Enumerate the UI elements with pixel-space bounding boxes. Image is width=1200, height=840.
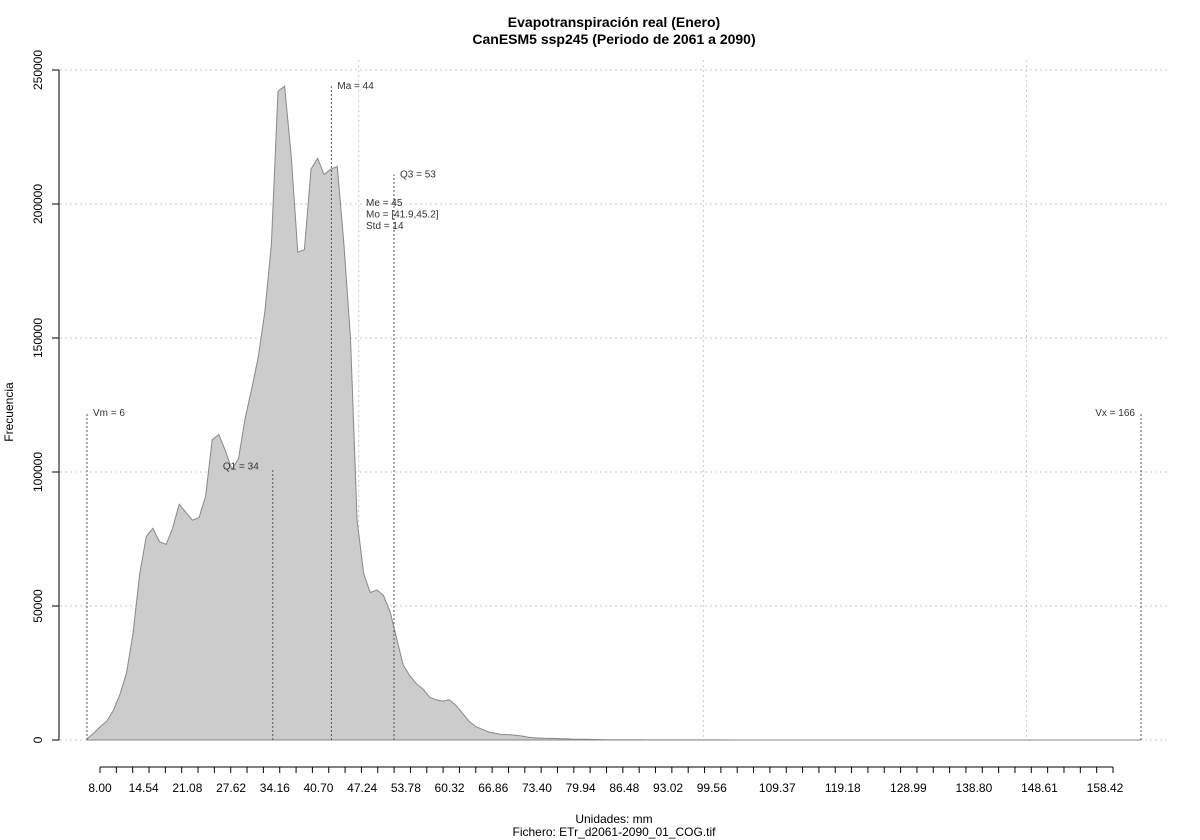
marker-label: Vm = 6 — [93, 408, 125, 419]
x-tick-label: 34.16 — [260, 781, 290, 795]
distribution-area — [86, 85, 1141, 741]
marker-lines: Vm = 6 Q1 = 34 Ma = 44 Q3 = 53 Vx = 166 — [86, 81, 1142, 740]
x-tick-label: 138.80 — [956, 781, 993, 795]
x-tick-label: 53.78 — [391, 781, 421, 795]
x-tick-label: 119.18 — [825, 781, 861, 795]
y-tick-label: 250000 — [31, 50, 45, 90]
stats-line: Std = 14 — [366, 221, 404, 232]
x-tick-label: 158.42 — [1087, 781, 1124, 795]
chart-subtitle: CanESM5 ssp245 (Periodo de 2061 a 2090) — [472, 31, 755, 47]
marker-label: Q1 = 34 — [223, 461, 259, 472]
y-tick-label: 0 — [31, 736, 45, 743]
x-tick-label: 148.61 — [1021, 781, 1058, 795]
x-tick-label: 60.32 — [435, 781, 465, 795]
x-axis-label: Unidades: mm — [575, 812, 652, 826]
x-tick-label: 86.48 — [609, 781, 639, 795]
y-tick-label: 200000 — [31, 184, 45, 224]
x-tick-label: 40.70 — [303, 781, 333, 795]
stats-line: Mo = [41.9,45.2] — [366, 210, 439, 221]
x-tick-label: 27.62 — [216, 781, 246, 795]
y-tick-label: 150000 — [31, 318, 45, 358]
x-tick-label: 66.86 — [478, 781, 508, 795]
x-tick-label: 93.02 — [653, 781, 683, 795]
x-tick-label: 73.40 — [522, 781, 552, 795]
stats-line: Me = 45 — [366, 198, 403, 209]
file-caption: Fichero: ETr_d2061-2090_01_COG.tif — [513, 825, 717, 839]
x-tick-label: 8.00 — [88, 781, 112, 795]
chart-title: Evapotranspiración real (Enero) — [508, 14, 720, 30]
x-tick-label: 99.56 — [697, 781, 727, 795]
x-axis: 8.00 14.54 21.08 27.62 34.16 40.70 47.24 53.78 6… — [88, 766, 1124, 795]
x-tick-label: 47.24 — [347, 781, 377, 795]
x-tick-label: 79.94 — [566, 781, 596, 795]
x-tick-label: 21.08 — [172, 781, 202, 795]
marker-label: Q3 = 53 — [400, 170, 436, 181]
y-tick-label: 50000 — [31, 589, 45, 623]
y-axis-label: Frecuencia — [2, 382, 16, 442]
marker-label: Vx = 166 — [1095, 408, 1135, 419]
y-axis: 0 50000 100000 150000 200000 250000 — [31, 50, 60, 743]
x-tick-label: 109.37 — [759, 781, 796, 795]
x-tick-label: 128.99 — [890, 781, 927, 795]
marker-label: Ma = 44 — [337, 81, 374, 92]
x-tick-label: 14.54 — [129, 781, 159, 795]
y-tick-label: 100000 — [31, 452, 45, 492]
